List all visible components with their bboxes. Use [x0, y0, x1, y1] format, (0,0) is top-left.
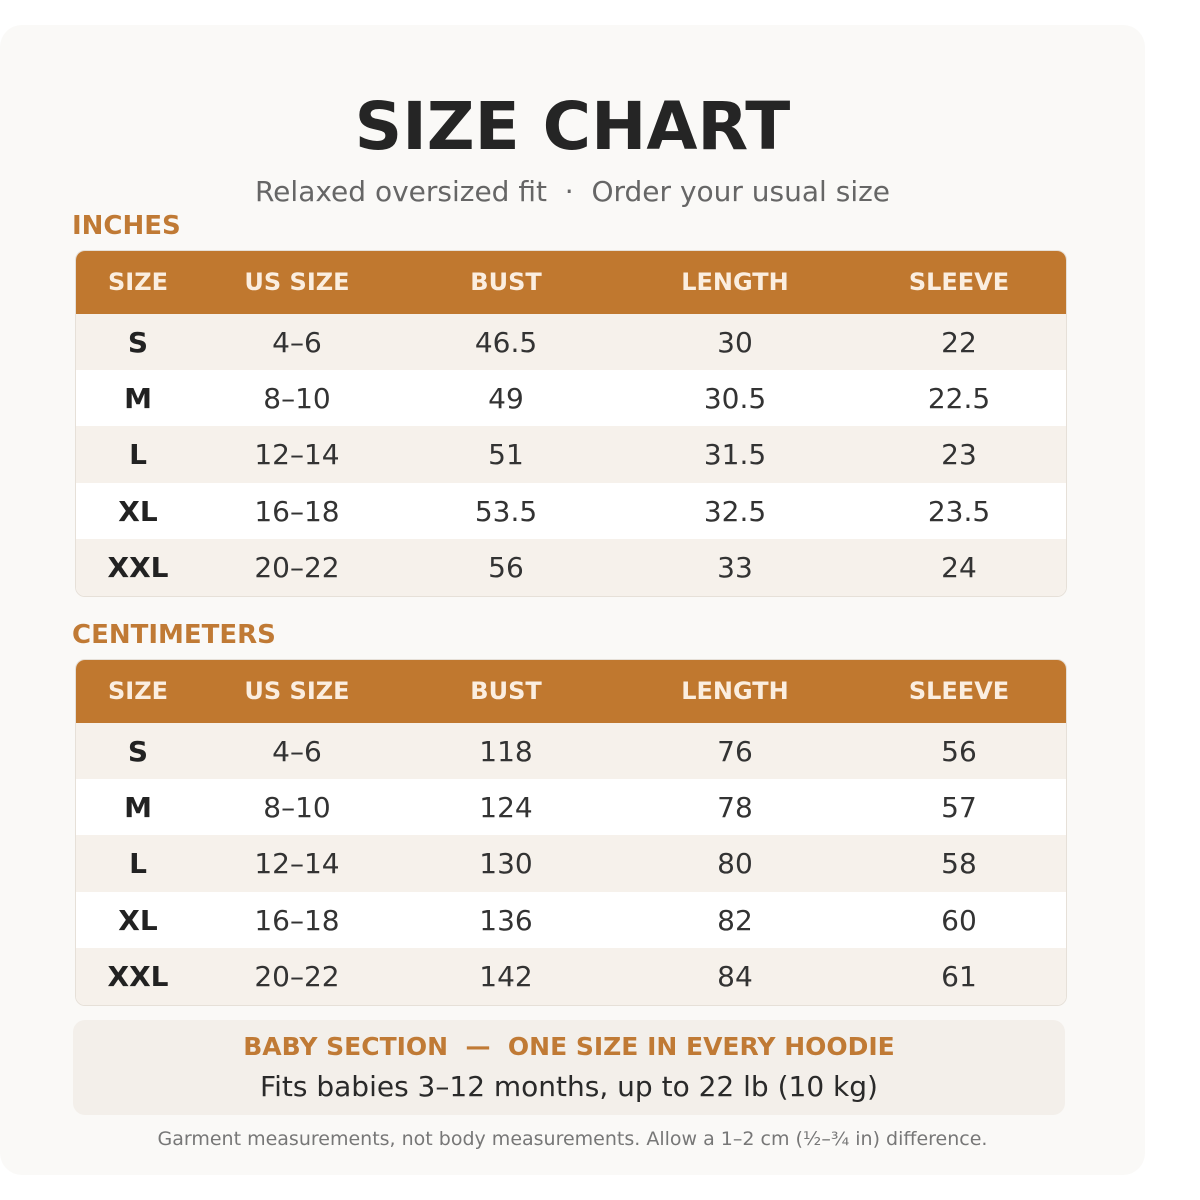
value-cell: 16–18 — [254, 904, 340, 937]
value-cell: 12–14 — [254, 847, 340, 880]
baby-box: BABY SECTION — ONE SIZE IN EVERY HOODIE … — [73, 1020, 1065, 1115]
column-header: BUST — [470, 268, 542, 296]
column-header: SLEEVE — [908, 677, 1010, 705]
header-row: SIZE US SIZE BUST LENGTH SLEEVE — [76, 251, 1066, 314]
size-cell: L — [129, 438, 147, 471]
table-label: INCHES — [72, 211, 181, 241]
column-header: US SIZE — [244, 268, 350, 296]
value-cell: 80 — [717, 847, 753, 880]
value-cell: 130 — [479, 847, 533, 880]
value-cell: 84 — [717, 960, 753, 993]
title: SIZE CHART — [354, 88, 791, 165]
size-cell: XXL — [107, 960, 169, 993]
value-cell: 58 — [941, 847, 977, 880]
value-cell: 57 — [941, 791, 977, 824]
column-header: LENGTH — [681, 268, 789, 296]
size-table: SIZE US SIZE BUST LENGTH SLEEVE S 4–6 46.5 30 22 M… — [75, 250, 1067, 597]
value-cell: 24 — [941, 551, 977, 584]
value-cell: 82 — [717, 904, 753, 937]
value-cell: 30 — [717, 326, 753, 359]
table-row: XL 16–18 53.5 32.5 23.5 — [76, 483, 1066, 539]
value-cell: 8–10 — [263, 382, 331, 415]
baby-heading: BABY SECTION — ONE SIZE IN EVERY HOODIE — [243, 1032, 895, 1061]
footnote: Garment measurements, not body measureme… — [157, 1128, 988, 1150]
value-cell: 118 — [479, 735, 533, 768]
header-row: SIZE US SIZE BUST LENGTH SLEEVE — [76, 660, 1066, 723]
table-row: L 12–14 130 80 58 — [76, 835, 1066, 892]
value-cell: 51 — [488, 438, 524, 471]
value-cell: 60 — [941, 904, 977, 937]
table-row: L 12–14 51 31.5 23 — [76, 426, 1066, 483]
column-header: BUST — [470, 677, 542, 705]
size-cell: XXL — [107, 551, 169, 584]
size-cell: S — [127, 326, 149, 359]
value-cell: 46.5 — [474, 326, 538, 359]
table-row: XXL 20–22 142 84 61 — [76, 948, 1066, 1005]
size-cell: L — [129, 847, 147, 880]
value-cell: 23 — [941, 438, 977, 471]
value-cell: 20–22 — [254, 960, 340, 993]
value-cell: 61 — [941, 960, 977, 993]
size-table: SIZE US SIZE BUST LENGTH SLEEVE S 4–6 118 76 56 M 8… — [75, 659, 1067, 1006]
table-row: S 4–6 46.5 30 22 — [76, 314, 1066, 370]
value-cell: 22 — [941, 326, 977, 359]
value-cell: 33 — [717, 551, 753, 584]
value-cell: 124 — [479, 791, 533, 824]
table-row: M 8–10 49 30.5 22.5 — [76, 370, 1066, 426]
value-cell: 76 — [717, 735, 753, 768]
value-cell: 49 — [488, 382, 524, 415]
column-header: SIZE — [107, 677, 169, 705]
value-cell: 30.5 — [703, 382, 767, 415]
table-row: S 4–6 118 76 56 — [76, 723, 1066, 779]
table-row: XXL 20–22 56 33 24 — [76, 539, 1066, 596]
value-cell: 4–6 — [272, 326, 322, 359]
value-cell: 20–22 — [254, 551, 340, 584]
value-cell: 12–14 — [254, 438, 340, 471]
size-cell: M — [124, 791, 152, 824]
column-header: SIZE — [107, 268, 169, 296]
column-header: LENGTH — [681, 677, 789, 705]
value-cell: 53.5 — [474, 495, 538, 528]
value-cell: 16–18 — [254, 495, 340, 528]
column-header: SLEEVE — [908, 268, 1010, 296]
column-header: US SIZE — [244, 677, 350, 705]
table-row: XL 16–18 136 82 60 — [76, 892, 1066, 948]
value-cell: 32.5 — [703, 495, 767, 528]
table-row: M 8–10 124 78 57 — [76, 779, 1066, 835]
value-cell: 31.5 — [703, 438, 767, 471]
baby-text: Fits babies 3–12 months, up to 22 lb (10… — [260, 1070, 878, 1103]
value-cell: 8–10 — [263, 791, 331, 824]
size-cell: XL — [118, 495, 158, 528]
value-cell: 4–6 — [272, 735, 322, 768]
value-cell: 78 — [717, 791, 753, 824]
value-cell: 136 — [479, 904, 533, 937]
table-label: CENTIMETERS — [72, 620, 276, 650]
value-cell: 22.5 — [927, 382, 991, 415]
value-cell: 56 — [941, 735, 977, 768]
size-cell: S — [127, 735, 149, 768]
value-cell: 56 — [488, 551, 524, 584]
subtitle: Relaxed oversized fit · Order your usual… — [254, 175, 891, 208]
value-cell: 23.5 — [927, 495, 991, 528]
value-cell: 142 — [479, 960, 533, 993]
size-cell: XL — [118, 904, 158, 937]
size-cell: M — [124, 382, 152, 415]
